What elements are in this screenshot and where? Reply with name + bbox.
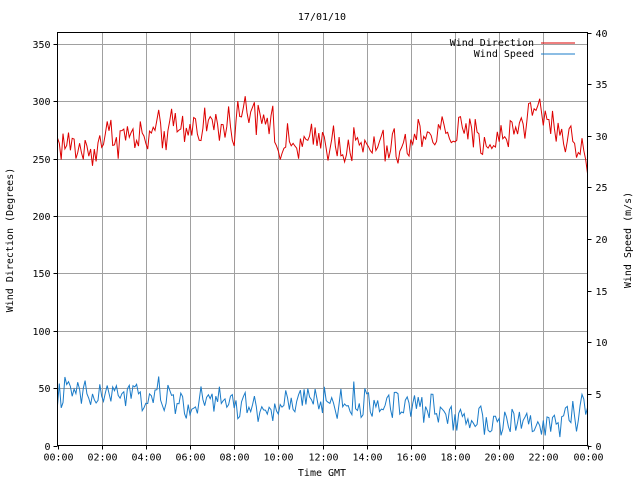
series-layer — [57, 96, 588, 438]
y-right-tick-label: 10 — [596, 338, 608, 349]
legend-label-wind-speed: Wind Speed — [474, 49, 534, 60]
x-tick-label: 14:00 — [352, 453, 382, 464]
legend-label-wind-direction: Wind Direction — [450, 38, 534, 49]
y-right-tick-label: 40 — [596, 29, 608, 40]
y-left-tick-label: 150 — [32, 269, 50, 280]
y-left-tick-label: 50 — [38, 384, 50, 395]
axes: 00:00 02:00 04:00 06:00 08:00 10:00 12:00 14:00… — [32, 29, 607, 464]
y-left-tick-label: 100 — [32, 327, 50, 338]
y-left-tick-label: 200 — [32, 212, 50, 223]
x-tick-label: 02:00 — [87, 453, 117, 464]
plot-frame — [57, 32, 588, 446]
y-right-tick-label: 20 — [596, 235, 608, 246]
y-right-tick-label: 0 — [596, 442, 602, 453]
y-left-tick-label: 0 — [44, 442, 50, 453]
y-right-tick-label: 30 — [596, 132, 608, 143]
legend: Wind Direction Wind Speed — [450, 38, 575, 60]
grid — [57, 32, 588, 446]
x-tick-label: 12:00 — [308, 453, 338, 464]
x-axis-label: Time GMT — [298, 468, 346, 479]
y-left-tick-label: 250 — [32, 155, 50, 166]
x-tick-label: 10:00 — [263, 453, 293, 464]
x-tick-label: 08:00 — [219, 453, 249, 464]
x-tick-label: 00:00 — [573, 453, 603, 464]
x-tick-label: 04:00 — [131, 453, 161, 464]
x-tick-label: 22:00 — [528, 453, 558, 464]
x-tick-label: 16:00 — [396, 453, 426, 464]
series-line-wind-speed — [57, 376, 588, 438]
chart-title: 17/01/10 — [298, 12, 346, 23]
y-left-tick-label: 300 — [32, 97, 50, 108]
y-right-tick-label: 25 — [596, 183, 608, 194]
y-left-tick-label: 350 — [32, 40, 50, 51]
series-line-wind-direction — [57, 96, 588, 174]
y-axis-left-label: Wind Direction (Degrees) — [5, 168, 16, 313]
y-right-tick-label: 35 — [596, 80, 608, 91]
y-right-tick-label: 15 — [596, 287, 608, 298]
x-tick-label: 00:00 — [43, 453, 73, 464]
y-right-tick-label: 5 — [596, 390, 602, 401]
x-tick-label: 20:00 — [484, 453, 514, 464]
x-tick-label: 18:00 — [440, 453, 470, 464]
x-tick-label: 06:00 — [175, 453, 205, 464]
y-axis-right-label: Wind Speed (m/s) — [623, 192, 634, 288]
